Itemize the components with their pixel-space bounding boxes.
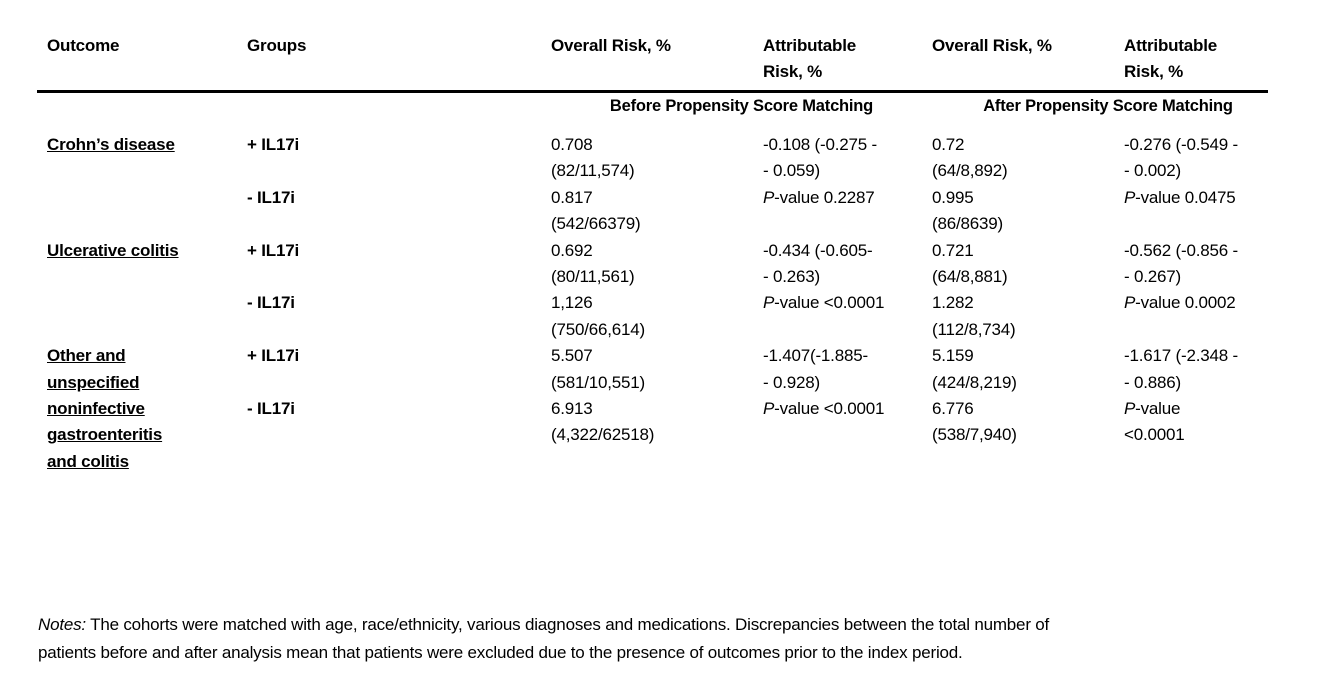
after-attributable-ci: -0.276 (-0.549 - - 0.002) [1124,135,1238,181]
group-plus-il17i-label: + IL17i [247,346,299,366]
before-p-value: P-value <0.0001 [763,290,924,316]
notes-line-2: patients before and after analysis mean … [38,643,963,662]
notes-label: Notes: [38,615,86,634]
after-overall-plus-value: 0.721 (64/8,881) [932,240,1008,287]
span-header-before-matching: Before Propensity Score Matching [609,97,874,115]
after-overall-minus-value: 1.282 (112/8,734) [932,293,1016,339]
col-header-overall-risk-after: Overall Risk, % [932,36,1052,55]
after-attributable-risk-cell: -1.617 (-2.348 - - 0.886) P-value <0.000… [1124,343,1284,475]
before-p-value: P-value 0.2287 [763,185,924,211]
after-overall-plus-value: 0.72 (64/8,892) [932,135,1008,181]
span-header-after-matching: After Propensity Score Matching [983,97,1233,115]
before-attributable-ci: -1.407(-1.885- - 0.928) [763,346,868,392]
p-italic-label: P [1124,399,1136,419]
after-overall-minus-value: 6.776 (538/7,940) [932,399,1017,445]
before-attributable-risk-cell: -0.434 (-0.605- - 0.263) P-value <0.0001 [763,238,932,344]
table-body: Crohn’s disease + IL17i - IL17i 0.708 (8… [47,132,1284,475]
before-overall-risk-cell: 5.507 (581/10,551) 6.913 (4,322/62518) [551,343,763,475]
after-attributable-risk-cell: -0.276 (-0.549 - - 0.002) P-value 0.0475 [1124,132,1284,238]
after-attributable-ci: -0.562 (-0.856 - - 0.267) [1124,240,1238,287]
after-p-value: P-value <0.0001 [1124,396,1276,449]
before-attributable-risk-cell: -1.407(-1.885- - 0.928) P-value <0.0001 [763,343,932,475]
after-overall-plus-value: 5.159 (424/8,219) [932,346,1017,392]
before-attributable-ci: -0.108 (-0.275 - - 0.059) [763,135,877,181]
before-overall-risk-cell: 0.708 (82/11,574) 0.817 (542/66379) [551,132,763,238]
before-attributable-ci: -0.434 (-0.605- - 0.263) [763,240,873,287]
before-overall-minus-value: 6.913 (4,322/62518) [551,399,655,445]
table-notes: Notes: The cohorts were matched with age… [38,611,1298,667]
p-value-text: -value 0.0002 [1135,293,1236,313]
group-minus-il17i-label: - IL17i [247,399,295,419]
before-overall-risk-cell: 0.692 (80/11,561) 1,126 (750/66,614) [551,238,763,344]
group-minus-il17i-label: - IL17i [247,293,295,313]
p-value-text: -value <0.0001 [774,399,885,419]
before-overall-plus-value: 5.507 (581/10,551) [551,346,646,392]
outcome-cell-crohns-disease: Crohn’s disease [47,135,175,154]
col-header-groups: Groups [247,36,307,55]
after-attributable-risk-cell: -0.562 (-0.856 - - 0.267) P-value 0.0002 [1124,238,1284,344]
p-italic-label: P [763,293,775,313]
groups-cell: + IL17i - IL17i [247,343,551,475]
col-header-attributable-risk-after: Attributable Risk, % [1124,36,1217,81]
after-overall-risk-cell: 5.159 (424/8,219) 6.776 (538/7,940) [932,343,1124,475]
before-overall-plus-value: 0.692 (80/11,561) [551,240,635,287]
after-attributable-ci: -1.617 (-2.348 - - 0.886) [1124,346,1238,392]
after-p-value: P-value 0.0475 [1124,185,1276,211]
p-italic-label: P [763,187,775,207]
after-overall-risk-cell: 0.721 (64/8,881) 1.282 (112/8,734) [932,238,1124,344]
groups-cell: + IL17i - IL17i [247,132,551,238]
group-minus-il17i-label: - IL17i [247,187,295,207]
col-header-overall-risk-before: Overall Risk, % [551,36,671,55]
before-overall-plus-value: 0.708 (82/11,574) [551,135,635,181]
outcome-cell-other-noninfective-gastroenteritis: Other and unspecified noninfective gastr… [47,346,163,471]
header-divider-line [37,90,1268,93]
p-value-text: -value <0.0001 [1124,399,1185,445]
before-p-value: P-value <0.0001 [763,396,924,422]
outcome-cell-ulcerative-colitis: Ulcerative colitis [47,240,179,260]
after-overall-minus-value: 0.995 (86/8639) [932,187,1003,234]
before-attributable-risk-cell: -0.108 (-0.275 - - 0.059) P-value 0.2287 [763,132,932,238]
col-header-attributable-risk-before: Attributable Risk, % [763,36,856,81]
table-header-row: Outcome Groups Overall Risk, % Attributa… [47,33,1284,85]
group-plus-il17i-label: + IL17i [247,135,299,154]
p-italic-label: P [1124,293,1136,313]
before-overall-minus-value: 1,126 (750/66,614) [551,293,646,339]
col-header-outcome: Outcome [47,36,120,55]
p-value-text: -value <0.0001 [774,293,885,313]
after-overall-risk-cell: 0.72 (64/8,892) 0.995 (86/8639) [932,132,1124,238]
notes-line-1: Notes: The cohorts were matched with age… [38,611,1298,639]
p-value-text: -value 0.2287 [774,187,875,207]
p-italic-label: P [763,399,775,419]
group-plus-il17i-label: + IL17i [247,240,299,260]
after-p-value: P-value 0.0002 [1124,290,1276,316]
notes-text-line1: The cohorts were matched with age, race/… [85,615,1050,634]
p-italic-label: P [1124,187,1136,207]
groups-cell: + IL17i - IL17i [247,238,551,344]
p-value-text: -value 0.0475 [1135,187,1236,207]
before-overall-minus-value: 0.817 (542/66379) [551,187,641,234]
